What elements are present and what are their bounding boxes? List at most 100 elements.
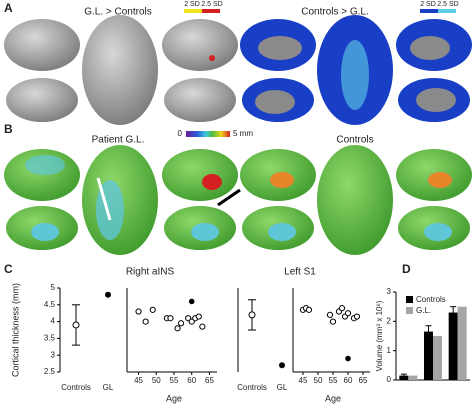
y-tick-label: 2 (387, 316, 392, 325)
brains-b (4, 145, 472, 255)
blob (428, 172, 452, 188)
y-tick-label: 4 (51, 317, 56, 326)
x-tick-label: 60 (187, 376, 196, 385)
colorbar-label: 0 (178, 129, 183, 138)
y-tick-label: 4.5 (44, 300, 56, 309)
point (174, 325, 181, 332)
scale-swatch (184, 9, 202, 13)
brains-a (4, 15, 472, 125)
legend-label: Controls (416, 295, 446, 304)
panel-label: D (402, 262, 411, 276)
legend-swatch (406, 307, 413, 314)
gl-value (279, 362, 285, 369)
brain (162, 19, 238, 71)
x-axis-label: Age (166, 393, 182, 403)
bar (424, 331, 433, 380)
group-label: Controls (61, 383, 91, 392)
colorbar (186, 131, 230, 137)
scale-label: 2 SD (420, 1, 436, 8)
point (135, 308, 142, 315)
point (326, 311, 334, 318)
scale-label: 2.5 SD (201, 1, 222, 8)
point (305, 306, 313, 313)
group-label: Controls (237, 383, 267, 392)
point (329, 318, 337, 325)
blob (424, 223, 452, 241)
panel-title: Patient G.L. (92, 135, 145, 146)
gl-value (105, 291, 111, 298)
x-tick-label: 60 (344, 376, 353, 385)
y-tick-label: 3 (387, 287, 392, 296)
point (353, 313, 361, 320)
panel-title: G.L. > Controls (84, 7, 152, 18)
panel-label: C (4, 262, 13, 276)
y-tick-label: 2.5 (44, 367, 56, 376)
scale-swatch (202, 9, 220, 13)
arrow (217, 188, 241, 207)
panel-title: Controls (336, 135, 373, 146)
controls-mean (72, 321, 80, 329)
brain (6, 78, 78, 122)
y-tick-label: 3 (51, 350, 56, 359)
x-tick-label: 55 (329, 376, 338, 385)
panel-title: Controls > G.L. (301, 7, 369, 18)
y-axis-label: Cortical thickness (mm) (10, 283, 20, 377)
blob (191, 223, 219, 241)
group-label: GL (277, 383, 288, 392)
blob (341, 40, 369, 110)
scale-swatch (420, 9, 438, 13)
y-tick-label: 1 (387, 346, 392, 355)
bar (433, 336, 442, 380)
brain (164, 78, 236, 122)
y-tick-label: 3.5 (44, 334, 56, 343)
controls-mean (248, 311, 256, 319)
scale-swatch (438, 9, 456, 13)
colorbar-label: 5 mm (233, 129, 253, 138)
brain (4, 19, 80, 71)
blob (258, 36, 302, 60)
brain (82, 15, 158, 125)
bar (399, 375, 409, 380)
brain (317, 145, 393, 255)
arrow (96, 177, 112, 221)
bar (457, 306, 467, 380)
blob (202, 174, 222, 190)
blob (270, 172, 294, 188)
y-tick-label: 5 (51, 283, 56, 292)
point (338, 305, 346, 312)
bar (408, 375, 418, 380)
blob (268, 223, 296, 241)
x-tick-label: 65 (359, 376, 368, 385)
point (167, 315, 174, 322)
panel-label: A (4, 1, 13, 15)
x-tick-label: 55 (170, 376, 179, 385)
chart-title: Left S1 (284, 267, 316, 278)
panel-label: B (4, 122, 13, 136)
y-tick-label: 0 (387, 375, 392, 384)
point (344, 310, 352, 317)
blob (209, 55, 215, 61)
gl-point (188, 298, 195, 305)
legend-label: G.L. (416, 306, 431, 315)
chart-title: Right aINS (126, 267, 175, 278)
blob (25, 155, 65, 175)
point (195, 313, 202, 320)
gl-point (345, 355, 351, 362)
blob (31, 223, 59, 241)
legend-swatch (406, 296, 413, 303)
x-axis-label: Age (325, 393, 341, 403)
x-tick-label: 50 (152, 376, 161, 385)
y-axis-label: Volume (mm³ x 10⁶) (375, 300, 384, 371)
blob (410, 36, 450, 60)
x-tick-label: 65 (205, 376, 214, 385)
point (177, 320, 185, 327)
blob (416, 88, 456, 112)
scale-label: 2 SD (184, 1, 200, 8)
scale-label: 2.5 SD (437, 1, 458, 8)
x-tick-label: 50 (314, 376, 323, 385)
bar (448, 312, 458, 380)
point (149, 306, 156, 313)
point (199, 323, 206, 330)
x-tick-label: 45 (299, 376, 308, 385)
